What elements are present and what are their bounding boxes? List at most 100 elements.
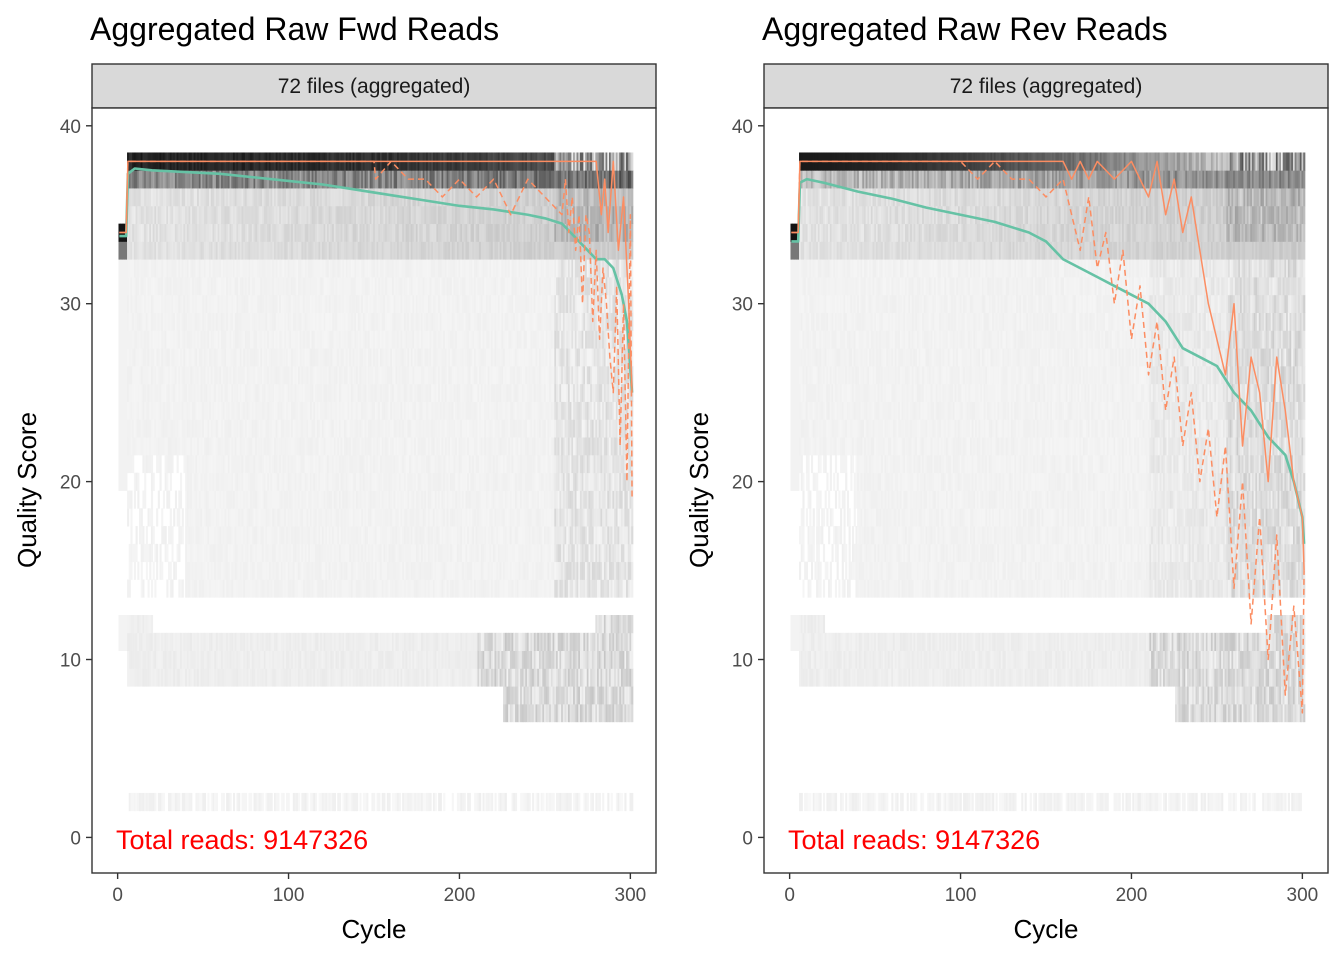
heatmap-tile bbox=[209, 526, 212, 545]
heatmap-tile bbox=[226, 277, 229, 296]
heatmap-tile bbox=[352, 277, 355, 296]
heatmap-tile bbox=[149, 792, 152, 812]
heatmap-tile bbox=[289, 312, 292, 331]
heatmap-tile bbox=[344, 437, 347, 456]
heatmap-tile bbox=[403, 401, 407, 420]
heatmap-tile bbox=[405, 792, 408, 812]
heatmap-tile bbox=[198, 223, 201, 242]
heatmap-tile bbox=[280, 792, 283, 812]
heatmap-tile bbox=[368, 294, 371, 313]
heatmap-tile bbox=[335, 401, 338, 420]
heatmap-tile bbox=[185, 454, 188, 474]
heatmap-tile bbox=[198, 792, 201, 812]
heatmap-tile bbox=[186, 543, 189, 563]
heatmap-tile bbox=[255, 526, 258, 545]
heatmap-tile bbox=[424, 437, 427, 456]
heatmap-tile bbox=[395, 294, 398, 313]
heatmap-tile bbox=[176, 650, 179, 669]
heatmap-tile bbox=[253, 419, 256, 438]
heatmap-tile bbox=[410, 579, 413, 598]
heatmap-tile bbox=[313, 365, 316, 385]
heatmap-tile bbox=[251, 454, 254, 474]
heatmap-tile bbox=[393, 472, 396, 491]
heatmap-tile bbox=[403, 792, 407, 812]
heatmap-tile bbox=[215, 365, 219, 385]
heatmap-tile bbox=[332, 294, 335, 313]
heatmap-tile bbox=[405, 419, 408, 438]
heatmap-tile bbox=[274, 490, 277, 509]
heatmap-tile bbox=[374, 490, 377, 509]
heatmap-tile bbox=[315, 365, 318, 385]
heatmap-tile bbox=[378, 508, 381, 527]
heatmap-tile bbox=[338, 330, 342, 349]
heatmap-tile bbox=[186, 170, 189, 189]
heatmap-tile bbox=[214, 383, 217, 402]
heatmap-tile bbox=[144, 632, 147, 652]
heatmap-tile bbox=[238, 383, 241, 402]
heatmap-tile bbox=[376, 383, 379, 402]
heatmap-tile bbox=[210, 490, 213, 509]
heatmap-tile bbox=[183, 241, 186, 260]
heatmap-tile bbox=[376, 312, 379, 331]
heatmap-tile bbox=[130, 419, 133, 438]
heatmap-tile bbox=[161, 508, 164, 527]
heatmap-tile bbox=[260, 472, 263, 491]
heatmap-tile bbox=[150, 490, 154, 509]
heatmap-tile bbox=[369, 579, 372, 598]
heatmap-tile bbox=[162, 241, 166, 260]
heatmap-tile bbox=[253, 330, 256, 349]
heatmap-tile bbox=[270, 241, 273, 260]
heatmap-tile bbox=[207, 472, 210, 491]
heatmap-tile bbox=[378, 668, 381, 687]
heatmap-tile bbox=[174, 419, 177, 438]
heatmap-tile bbox=[272, 348, 275, 367]
heatmap-tile bbox=[217, 259, 220, 278]
heatmap-tile bbox=[323, 401, 326, 420]
heatmap-tile bbox=[376, 259, 379, 278]
heatmap-tile bbox=[275, 188, 278, 207]
heatmap-tile bbox=[285, 472, 289, 491]
heatmap-tile bbox=[191, 526, 195, 545]
heatmap-tile bbox=[342, 454, 345, 474]
heatmap-tile bbox=[412, 277, 415, 296]
heatmap-tile bbox=[277, 543, 280, 563]
heatmap-tile bbox=[391, 365, 395, 385]
heatmap-tile bbox=[202, 526, 205, 545]
heatmap-tile bbox=[149, 668, 152, 687]
heatmap-tile bbox=[197, 277, 200, 296]
heatmap-tile bbox=[241, 223, 244, 242]
heatmap-tile bbox=[229, 561, 232, 580]
heatmap-tile bbox=[147, 330, 150, 349]
heatmap-tile bbox=[130, 615, 133, 634]
heatmap-tile bbox=[379, 472, 383, 491]
heatmap-tile bbox=[419, 561, 422, 580]
heatmap-tile bbox=[180, 490, 183, 509]
heatmap-tile bbox=[274, 259, 277, 278]
heatmap-tile bbox=[157, 490, 160, 509]
heatmap-tile bbox=[361, 650, 364, 669]
heatmap-tile bbox=[200, 543, 203, 563]
heatmap-tile bbox=[407, 312, 410, 331]
heatmap-tile bbox=[296, 294, 299, 313]
heatmap-tile bbox=[369, 348, 372, 367]
heatmap-tile bbox=[149, 437, 152, 456]
heatmap-tile bbox=[318, 579, 321, 598]
heatmap-tile bbox=[139, 259, 142, 278]
heatmap-tile bbox=[350, 401, 354, 420]
heatmap-tile bbox=[357, 579, 360, 598]
heatmap-tile bbox=[303, 170, 306, 189]
heatmap-tile bbox=[330, 401, 333, 420]
heatmap-tile bbox=[368, 312, 371, 331]
heatmap-tile bbox=[393, 365, 396, 385]
heatmap-tile bbox=[118, 419, 121, 438]
heatmap-tile bbox=[154, 330, 157, 349]
heatmap-tile bbox=[291, 188, 294, 207]
heatmap-tile bbox=[161, 401, 164, 420]
heatmap-tile bbox=[238, 490, 241, 509]
heatmap-tile bbox=[303, 241, 306, 260]
heatmap-tile bbox=[296, 330, 299, 349]
heatmap-tile bbox=[161, 241, 164, 260]
heatmap-tile bbox=[373, 223, 376, 242]
heatmap-tile bbox=[169, 205, 172, 225]
heatmap-tile bbox=[362, 365, 365, 385]
